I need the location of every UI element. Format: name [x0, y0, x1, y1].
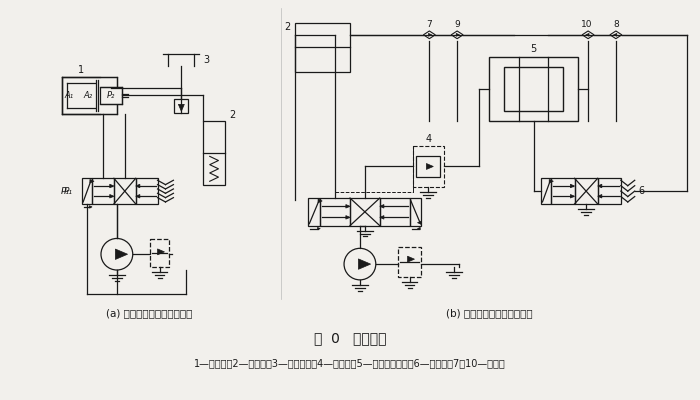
Polygon shape: [110, 194, 114, 198]
Bar: [150, 240, 169, 267]
Polygon shape: [90, 206, 92, 208]
Text: 9: 9: [454, 20, 460, 30]
Bar: [114, 178, 136, 204]
Text: A₂: A₂: [83, 91, 92, 100]
Polygon shape: [570, 184, 575, 188]
Polygon shape: [178, 104, 184, 111]
Polygon shape: [346, 204, 350, 208]
Text: 6: 6: [638, 186, 645, 196]
Bar: [320, 198, 350, 226]
Polygon shape: [586, 34, 589, 36]
Bar: [350, 198, 380, 226]
Polygon shape: [136, 194, 140, 198]
Bar: [295, 22, 350, 72]
Text: 10: 10: [582, 20, 593, 30]
Polygon shape: [456, 34, 459, 36]
Bar: [552, 178, 575, 204]
Bar: [203, 121, 225, 185]
Polygon shape: [90, 180, 94, 183]
Bar: [412, 146, 444, 187]
Bar: [489, 57, 578, 121]
Bar: [416, 156, 440, 177]
Polygon shape: [598, 194, 602, 198]
Text: 2: 2: [284, 22, 290, 32]
Text: P₁: P₁: [61, 187, 70, 196]
Polygon shape: [407, 256, 414, 262]
Bar: [100, 86, 122, 104]
Bar: [82, 178, 92, 204]
Polygon shape: [358, 259, 370, 269]
Polygon shape: [426, 164, 433, 170]
Polygon shape: [346, 216, 350, 219]
Polygon shape: [380, 204, 384, 208]
Polygon shape: [110, 184, 114, 188]
Text: 2: 2: [229, 110, 235, 120]
Polygon shape: [318, 199, 322, 203]
Bar: [380, 198, 410, 226]
Polygon shape: [613, 34, 617, 36]
Bar: [308, 198, 320, 226]
Text: 4: 4: [426, 134, 431, 144]
Polygon shape: [158, 249, 164, 255]
Text: 7: 7: [426, 20, 432, 30]
Text: 1: 1: [78, 65, 84, 75]
Text: A₁: A₁: [64, 91, 74, 100]
Text: 1—增压器；2—工作缸；3—补油油箱；4—顺序阀；5—双作用增压器；6—换向阀；7～10—单向阀: 1—增压器；2—工作缸；3—补油油箱；4—顺序阀；5—双作用增压器；6—换向阀；…: [194, 358, 506, 368]
Text: P₂: P₂: [106, 91, 115, 100]
Bar: [542, 178, 552, 204]
Bar: [410, 198, 421, 226]
Text: 3: 3: [203, 55, 209, 65]
Text: 图  0   增压回路: 图 0 增压回路: [314, 331, 386, 345]
Polygon shape: [380, 216, 384, 219]
Text: 5: 5: [531, 44, 537, 54]
Polygon shape: [428, 34, 432, 36]
Polygon shape: [550, 180, 554, 183]
Polygon shape: [417, 228, 420, 230]
Text: (b) 双作用增压器的增压回路: (b) 双作用增压器的增压回路: [446, 308, 532, 318]
Polygon shape: [116, 249, 127, 260]
Text: (a) 单作用增压器的增压回路: (a) 单作用增压器的增压回路: [106, 308, 192, 318]
Polygon shape: [417, 221, 421, 224]
Polygon shape: [570, 194, 575, 198]
Bar: [398, 247, 421, 277]
Bar: [598, 178, 621, 204]
Bar: [174, 100, 188, 113]
Bar: [575, 178, 598, 204]
Text: P₁: P₁: [64, 187, 73, 196]
Bar: [62, 77, 117, 114]
Polygon shape: [598, 184, 602, 188]
Text: 8: 8: [613, 20, 619, 30]
Bar: [92, 178, 114, 204]
Bar: [136, 178, 158, 204]
Polygon shape: [136, 184, 140, 188]
Polygon shape: [318, 228, 320, 230]
Bar: [504, 67, 564, 111]
